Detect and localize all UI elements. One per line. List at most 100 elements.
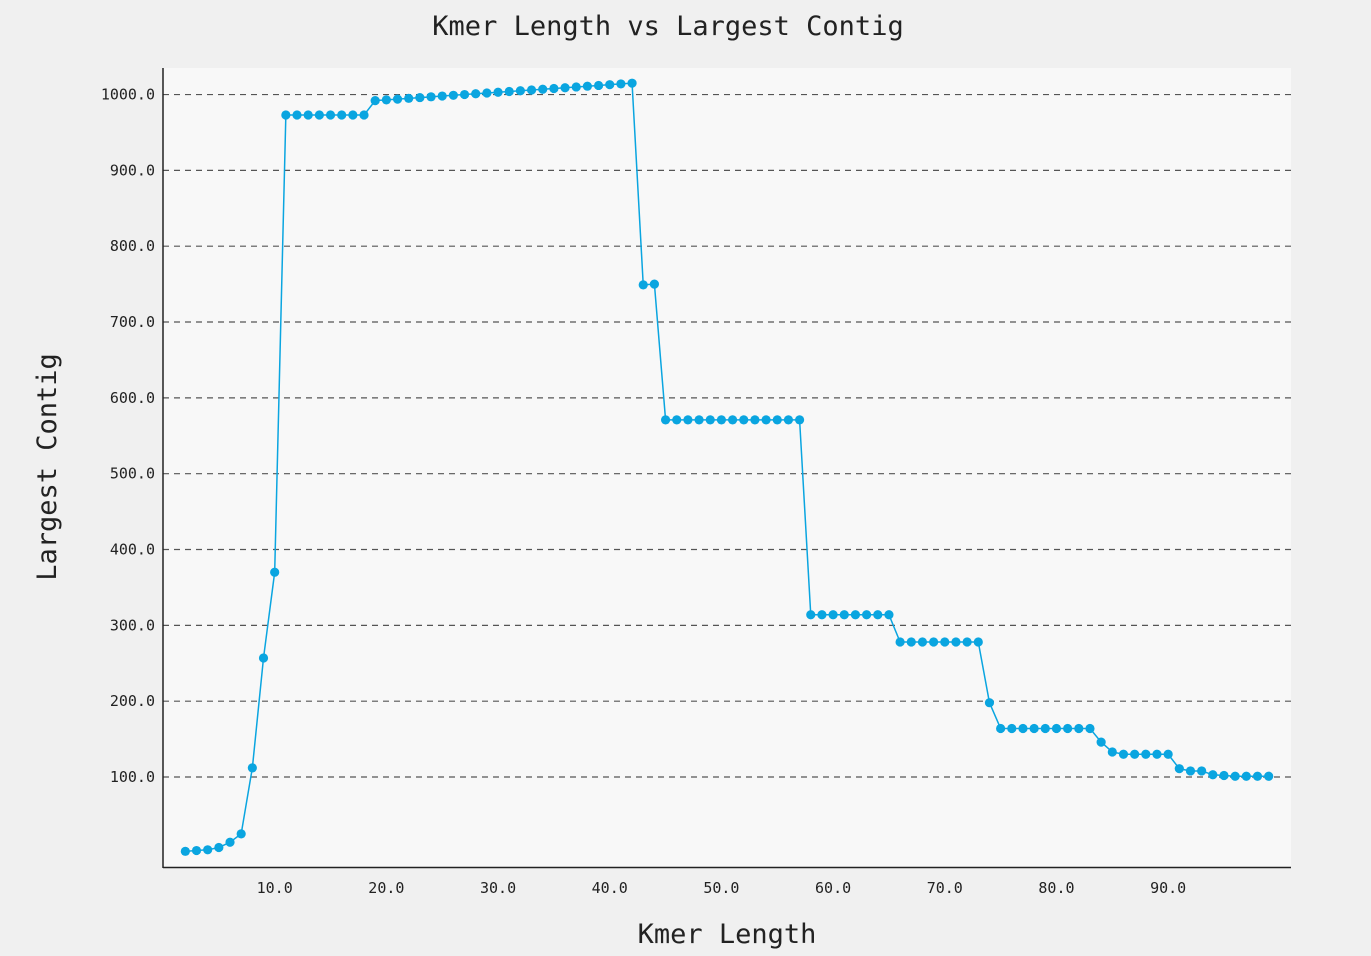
data-point xyxy=(1230,771,1240,781)
data-point xyxy=(1197,766,1207,776)
data-point xyxy=(962,637,972,647)
data-point xyxy=(750,415,760,425)
data-point xyxy=(996,723,1006,734)
data-point xyxy=(739,415,749,425)
data-point xyxy=(303,110,313,120)
data-point xyxy=(649,279,660,289)
y-tick-label: 400.0 xyxy=(110,541,155,559)
data-point xyxy=(951,637,961,647)
data-point xyxy=(415,92,425,103)
data-point xyxy=(225,837,235,847)
data-point xyxy=(437,91,447,101)
data-point xyxy=(627,78,637,88)
y-tick-label: 1000.0 xyxy=(101,86,155,104)
data-point xyxy=(1130,749,1140,759)
plot-area xyxy=(163,68,1291,868)
data-point xyxy=(549,83,559,94)
y-tick-label: 700.0 xyxy=(110,313,155,331)
data-point xyxy=(1085,723,1095,734)
data-point xyxy=(660,415,671,425)
data-point xyxy=(984,698,995,708)
x-tick-label: 10.0 xyxy=(257,879,293,897)
data-point xyxy=(1096,737,1106,747)
data-point xyxy=(1040,723,1050,734)
data-point xyxy=(973,637,983,647)
data-point xyxy=(292,110,302,120)
data-point xyxy=(515,86,525,96)
data-point xyxy=(348,110,358,120)
grid-lines xyxy=(163,93,1291,778)
data-point xyxy=(1063,723,1073,734)
data-point xyxy=(270,567,280,577)
data-point xyxy=(1141,749,1151,759)
x-tick-label: 40.0 xyxy=(592,879,628,897)
data-point xyxy=(426,92,436,102)
data-point xyxy=(839,610,849,620)
data-point xyxy=(1185,766,1196,776)
data-point xyxy=(281,110,291,120)
data-point xyxy=(1252,771,1263,781)
data-point xyxy=(526,85,537,95)
data-point xyxy=(1018,723,1028,734)
data-point xyxy=(929,637,939,647)
data-point xyxy=(884,610,894,620)
data-point xyxy=(191,845,202,856)
data-point xyxy=(605,80,615,90)
data-point xyxy=(1174,764,1184,774)
y-tick-label: 500.0 xyxy=(110,465,155,483)
data-point xyxy=(247,763,257,773)
x-tick-label: 70.0 xyxy=(927,879,963,897)
data-point xyxy=(1152,749,1162,759)
data-point xyxy=(716,415,727,425)
data-point xyxy=(203,845,213,855)
data-point xyxy=(392,94,403,104)
data-point xyxy=(1208,770,1218,780)
data-point xyxy=(1107,747,1117,757)
data-point xyxy=(214,842,224,853)
data-point xyxy=(705,415,715,425)
data-point xyxy=(683,415,693,425)
data-point xyxy=(828,610,838,620)
data-point xyxy=(359,110,369,120)
data-point xyxy=(493,87,503,97)
x-tick-label: 20.0 xyxy=(368,879,404,897)
data-point xyxy=(727,415,738,425)
data-point xyxy=(504,86,514,97)
data-point xyxy=(638,280,648,290)
x-tick-label: 30.0 xyxy=(480,879,516,897)
data-point xyxy=(783,415,794,425)
data-point xyxy=(236,829,246,839)
data-point xyxy=(258,653,269,663)
data-point xyxy=(1029,723,1039,734)
x-tick-labels: 10.0 20.0 30.0 40.0 50.0 60.0 70.0 80.0 90.0 xyxy=(257,879,1187,897)
data-point xyxy=(404,93,414,103)
data-point xyxy=(772,415,782,425)
y-tick-label: 600.0 xyxy=(110,389,155,407)
data-point xyxy=(560,83,570,93)
data-point xyxy=(482,88,492,98)
y-tick-label: 300.0 xyxy=(110,616,155,634)
data-point xyxy=(862,610,872,620)
data-point xyxy=(538,84,548,94)
y-tick-label: 800.0 xyxy=(110,237,155,255)
data-point xyxy=(940,637,950,647)
data-point xyxy=(471,89,481,99)
data-point xyxy=(761,415,771,425)
data-point xyxy=(694,415,704,425)
data-point xyxy=(337,110,347,120)
data-point xyxy=(917,637,928,647)
data-point xyxy=(1118,749,1129,759)
data-point xyxy=(1051,723,1062,734)
data-point xyxy=(895,637,905,647)
data-point xyxy=(381,95,391,105)
y-tick-label: 900.0 xyxy=(110,161,155,179)
y-tick-label: 200.0 xyxy=(110,692,155,710)
data-point xyxy=(571,82,581,92)
x-tick-label: 60.0 xyxy=(815,879,851,897)
x-tick-label: 50.0 xyxy=(703,879,739,897)
y-tick-label: 100.0 xyxy=(110,768,155,786)
data-point xyxy=(1074,723,1084,734)
data-point xyxy=(616,79,626,89)
data-point xyxy=(448,90,458,100)
data-point xyxy=(180,846,190,856)
